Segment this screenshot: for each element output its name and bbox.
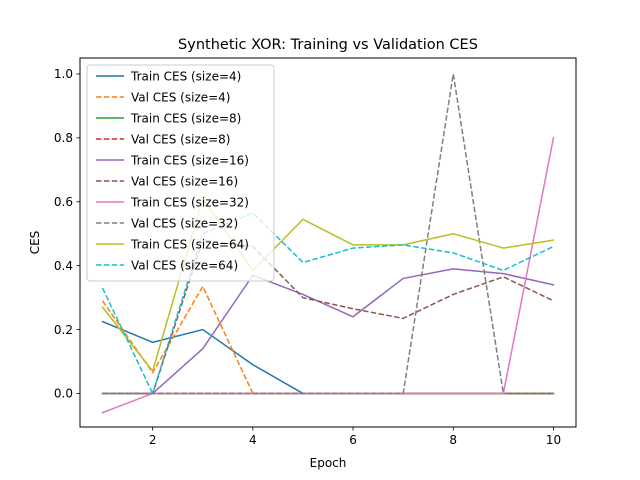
legend-label: Val CES (size=16) [131,174,238,188]
legend-box [86,64,275,282]
series-line-5 [101,268,555,395]
y-tick-label: 0.4 [54,259,73,273]
y-tick-label: 0.6 [54,195,73,209]
chart-title: Synthetic XOR: Training vs Validation CE… [178,37,478,53]
legend-label: Train CES (size=8) [130,111,241,125]
x-tick-label: 10 [546,433,561,447]
series-line-8 [102,73,554,395]
y-tick-label: 0.2 [54,323,73,337]
x-tick-label: 6 [349,433,357,447]
series-line-9 [101,197,555,372]
x-tick-label: 8 [449,433,457,447]
legend-label: Train CES (size=32) [130,195,249,209]
legend-label: Val CES (size=8) [131,132,231,146]
x-tick-label: 2 [149,433,157,447]
legend-label: Train CES (size=64) [130,237,249,251]
legend-label: Val CES (size=4) [131,90,231,104]
plot-area [101,73,555,414]
series-line-6 [102,239,554,395]
y-tick-label: 0.0 [54,387,73,401]
y-axis-label: CES [28,231,42,255]
y-tick-label: 0.8 [54,131,73,145]
axis-ticks: 2 4 6 8 10 0.0 0.2 0.4 0.6 0.8 1.0 [54,67,561,447]
x-tick-label: 4 [249,433,257,447]
series-line-10 [101,212,554,395]
legend-label: Val CES (size=64) [131,258,238,272]
legend-label: Train CES (size=4) [130,69,241,83]
legend-label: Train CES (size=16) [130,153,249,167]
legend: Train CES (size=4) Val CES (size=4) Train … [86,64,275,282]
x-axis-label: Epoch [310,456,347,470]
legend-label: Val CES (size=32) [131,216,238,230]
y-tick-label: 1.0 [54,67,73,81]
plot-frame [79,57,577,428]
